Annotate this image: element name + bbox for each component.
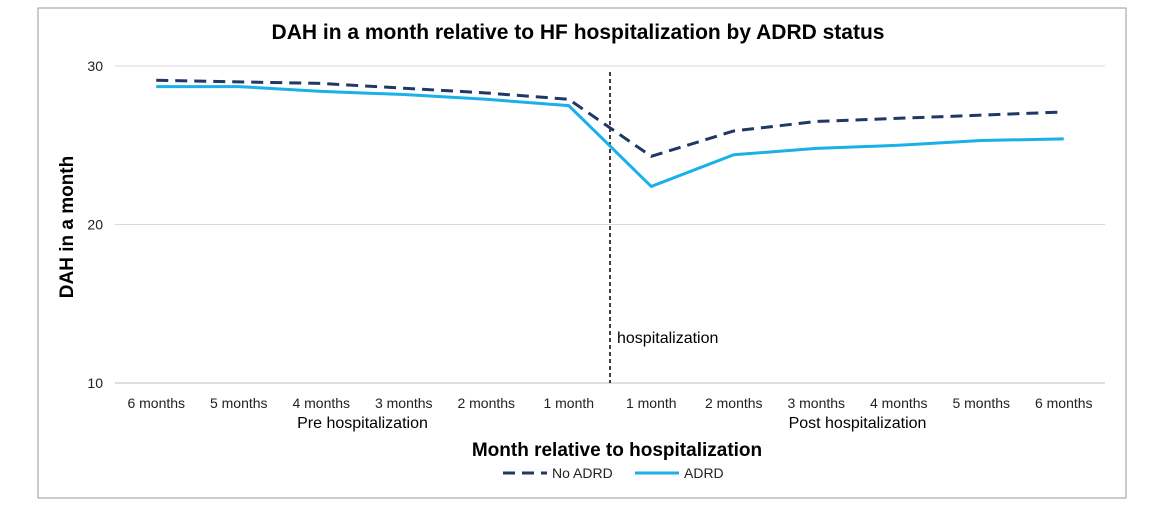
y-tick-label-30: 30 — [87, 58, 103, 74]
legend-label-adrd: ADRD — [684, 465, 724, 481]
x-tick-label-5: 2 months — [457, 395, 515, 411]
x-tick-label-7: 1 month — [626, 395, 677, 411]
x-tick-label-8: 2 months — [705, 395, 763, 411]
legend-label-no-adrd: No ADRD — [552, 465, 613, 481]
x-tick-labels: 6 months 5 months 4 months 3 months 2 months… — [127, 395, 1092, 411]
x-group-label-2: Post hospitalization — [789, 415, 927, 432]
series-lines — [156, 78, 1064, 188]
legend: No ADRD ADRD — [503, 465, 724, 481]
series-line-adrd — [156, 85, 1064, 188]
y-axis-title: DAH in a month — [57, 156, 78, 299]
y-tick-labels: 10 20 30 — [87, 58, 103, 391]
x-axis-title: Month relative to hospitalization — [472, 440, 762, 461]
hospitalization-marker-label: hospitalization — [617, 330, 718, 347]
y-tick-label-20: 20 — [87, 217, 103, 233]
x-group-label-1: Pre hospitalization — [297, 415, 428, 432]
x-tick-label-1: 6 months — [127, 395, 185, 411]
x-tick-label-10: 4 months — [870, 395, 928, 411]
x-tick-label-11: 5 months — [952, 395, 1010, 411]
x-tick-label-6: 1 month — [543, 395, 594, 411]
x-tick-label-2: 5 months — [210, 395, 268, 411]
chart-title: DAH in a month relative to HF hospitaliz… — [272, 21, 885, 44]
chart-frame — [37, 7, 1127, 499]
y-tick-label-10: 10 — [87, 375, 103, 391]
x-group-labels: Pre hospitalization Post hospitalization — [297, 415, 926, 432]
x-tick-label-9: 3 months — [787, 395, 845, 411]
x-tick-label-12: 6 months — [1035, 395, 1093, 411]
x-tick-label-3: 4 months — [292, 395, 350, 411]
series-line-no-adrd — [156, 78, 1064, 158]
x-tick-label-4: 3 months — [375, 395, 433, 411]
